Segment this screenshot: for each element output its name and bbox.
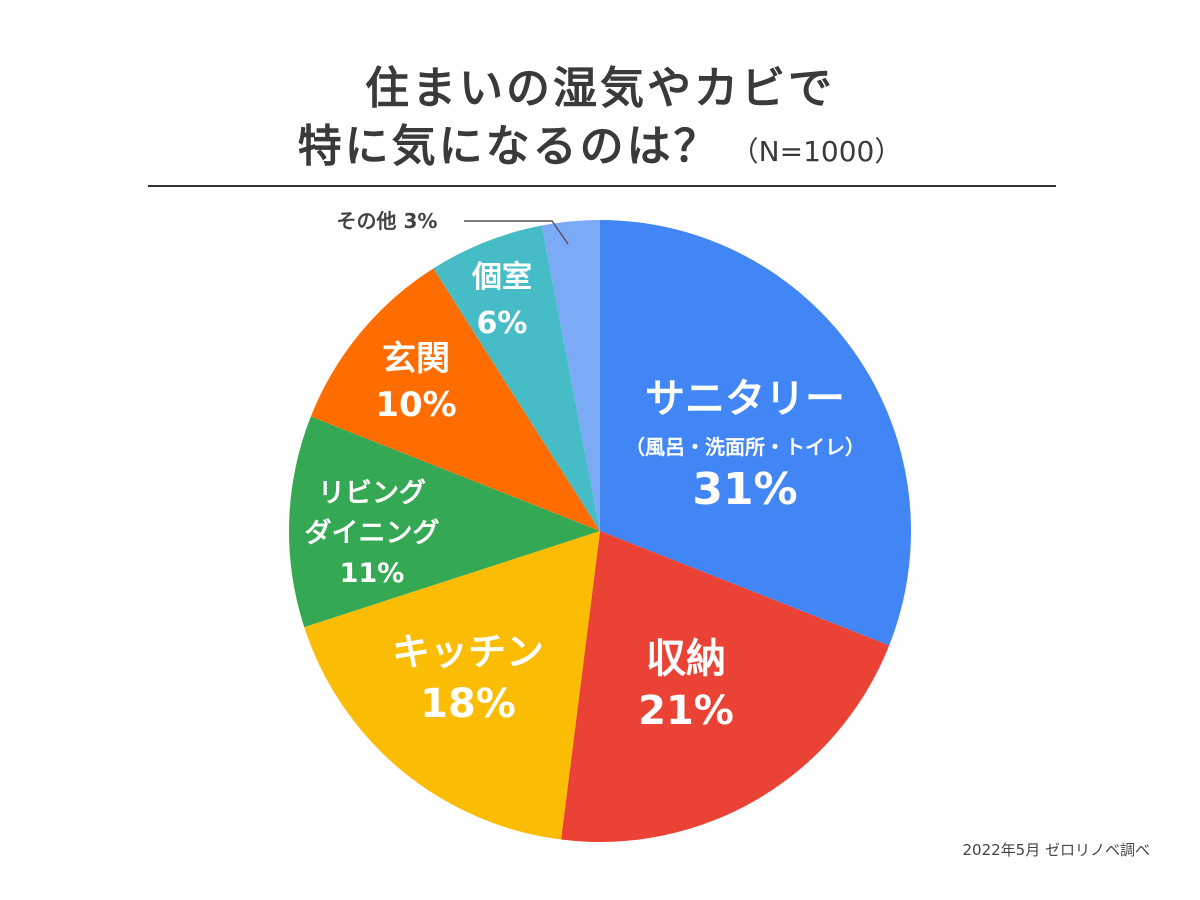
slice-value-kitchen: 18% <box>420 681 516 727</box>
slice-label-kitchen: キッチン <box>392 630 544 674</box>
slice-label-living: ダイニング <box>305 517 440 549</box>
sample-size: （N=1000） <box>730 135 903 168</box>
slice-label-storage: 収納 <box>646 636 726 682</box>
slice-label-entrance: 玄関 <box>382 339 450 379</box>
pie-slice-living <box>289 416 600 628</box>
slice-value-entrance: 10% <box>375 385 456 425</box>
slice-value-room: 6% <box>477 306 528 341</box>
pie-slice-entrance <box>310 268 600 531</box>
pie-slice-kitchen <box>304 531 600 840</box>
slice-value-sanitary: 31% <box>692 464 797 515</box>
callout-leader-line <box>464 220 569 245</box>
chart-title-line2: 特に気になるのは？ （N=1000） <box>0 110 1200 174</box>
chart-title-text: 特に気になるのは？ <box>297 121 721 172</box>
source-note: 2022年5月 ゼロリノベ調べ <box>962 841 1151 859</box>
pie-slice-other <box>541 220 600 531</box>
pie-slice-room <box>433 225 600 531</box>
callout-label-other: その他 3% <box>337 209 438 233</box>
slice-label-sanitary: （風呂・洗面所・トイレ） <box>625 435 865 459</box>
slice-label-sanitary: サニタリー <box>645 376 845 422</box>
chart-title-line1: 住まいの湿気やカビで <box>365 63 835 114</box>
slice-value-storage: 21% <box>638 688 734 734</box>
pie-slice-storage <box>561 531 890 842</box>
slice-value-living: 11% <box>340 558 405 589</box>
pie-slice-sanitary <box>600 220 912 646</box>
title-divider <box>148 185 1056 187</box>
slice-label-room: 個室 <box>471 260 532 295</box>
slice-label-living: リビング <box>318 477 426 509</box>
